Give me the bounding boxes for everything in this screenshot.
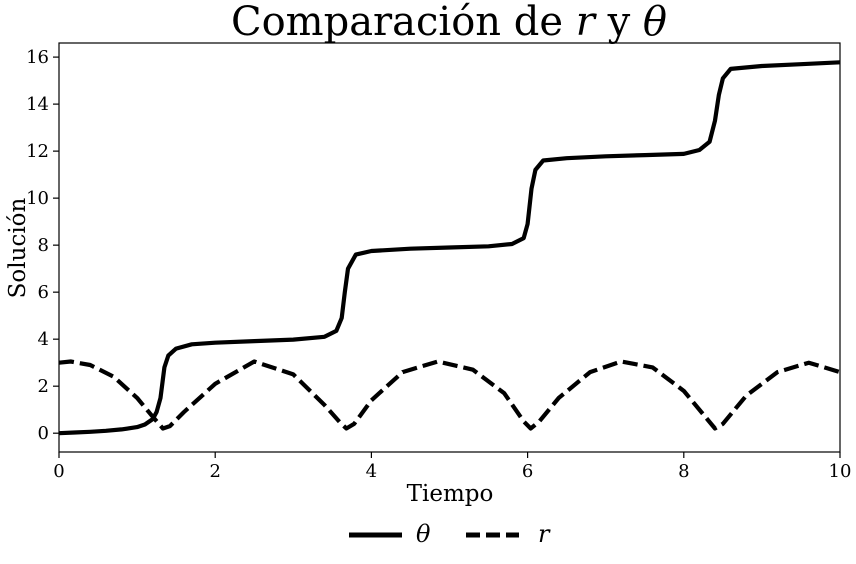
- y-tick-label: 14: [26, 94, 49, 115]
- y-tick-label: 6: [38, 282, 49, 303]
- series-line-r: [59, 359, 840, 431]
- chart-title: Comparación de r y θ: [231, 0, 667, 45]
- y-tick-label: 16: [26, 47, 49, 68]
- y-tick-label: 0: [38, 423, 49, 444]
- x-tick-label: 8: [678, 461, 689, 482]
- plot-area: 0 2 4 6 8 10 0 2 4 6 8 10 12 14 16: [26, 47, 851, 482]
- y-tick-label: 2: [38, 376, 49, 397]
- y-tick-label: 4: [38, 329, 49, 350]
- plot-frame: [58, 42, 841, 453]
- chart-title-prefix: Comparación de: [231, 0, 576, 45]
- legend-r-label: r: [538, 520, 551, 548]
- series-line-theta: [59, 60, 840, 436]
- y-tick-label: 8: [38, 235, 49, 256]
- chart-title-mid: y: [595, 0, 643, 45]
- y-tick-label: 10: [26, 188, 49, 209]
- x-axis-label: Tiempo: [407, 481, 494, 507]
- x-tick-label: 4: [366, 461, 377, 482]
- x-tick-label: 0: [53, 461, 64, 482]
- x-tick-label: 10: [829, 461, 852, 482]
- legend: θ r: [349, 520, 551, 548]
- x-tick-label: 2: [209, 461, 220, 482]
- y-axis-label: Solución: [5, 197, 31, 298]
- legend-theta-label: θ: [416, 520, 431, 548]
- chart-title-var-r: r: [576, 0, 598, 45]
- x-tick-label: 6: [522, 461, 533, 482]
- y-tick-label: 12: [26, 141, 49, 162]
- chart-title-var-theta: θ: [643, 0, 667, 45]
